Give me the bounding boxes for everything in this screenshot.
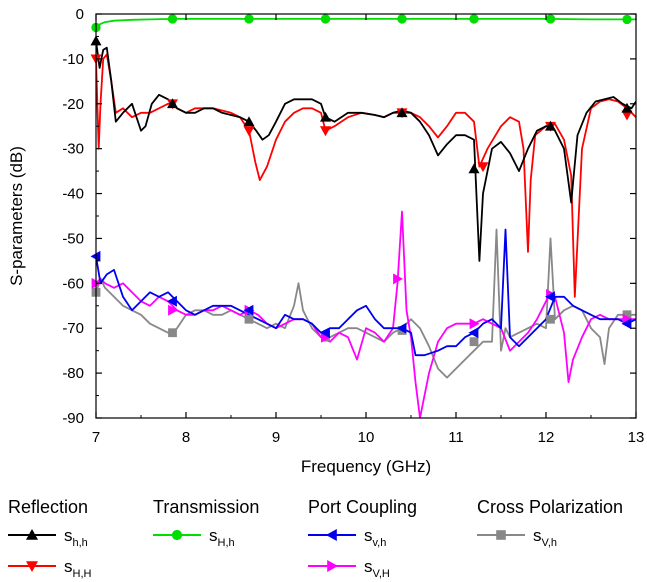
data-point-s-hh bbox=[167, 14, 178, 24]
x-axis-title: Frequency (GHz) bbox=[301, 457, 431, 476]
legend-label: sh,h bbox=[64, 526, 88, 549]
x-tick-label: 7 bbox=[92, 429, 100, 446]
y-tick-label: -60 bbox=[62, 275, 84, 292]
y-tick-label: -30 bbox=[62, 141, 84, 158]
y-tick-label: -70 bbox=[62, 320, 84, 337]
data-point-s-vh bbox=[167, 295, 177, 307]
data-point-s-hh bbox=[545, 120, 556, 131]
data-point-s-vh bbox=[468, 327, 479, 339]
legend-label: sv,h bbox=[364, 526, 386, 549]
data-point-s-hh bbox=[320, 111, 331, 122]
x-tick-label: 13 bbox=[628, 429, 645, 446]
data-point-s-vh bbox=[320, 327, 330, 339]
legend-group-port-coupling-title: Port Coupling bbox=[308, 497, 417, 517]
data-point-s-hh bbox=[622, 14, 632, 25]
data-point-s-hh bbox=[477, 162, 489, 173]
series-line-s-vh bbox=[96, 228, 636, 357]
legend-label: sH,h bbox=[209, 526, 235, 549]
data-point-s-vh bbox=[243, 304, 254, 316]
data-point-s-vh bbox=[396, 322, 407, 334]
y-tick-label: 0 bbox=[76, 6, 84, 23]
data-point-s-hh bbox=[167, 98, 178, 109]
y-tick-label: -10 bbox=[62, 51, 84, 68]
data-point-s-vh bbox=[244, 314, 254, 324]
series-line-s-hh bbox=[96, 40, 636, 262]
legend-entry-s-hh: sH,h bbox=[153, 526, 235, 549]
data-point-s-hh bbox=[243, 126, 255, 137]
data-point-s-hh bbox=[469, 14, 479, 24]
series-line-s-vh bbox=[96, 228, 636, 379]
data-point-s-vh bbox=[168, 328, 177, 338]
y-tick-label: -50 bbox=[62, 230, 84, 247]
y-tick-label: -90 bbox=[62, 410, 84, 427]
x-tick-label: 9 bbox=[272, 429, 280, 446]
data-point-s-hh bbox=[621, 110, 633, 121]
legend-entry-s-hh: sH,H bbox=[8, 557, 92, 580]
legend-group-cross-polarization-title: Cross Polarization bbox=[477, 497, 623, 517]
data-point-s-hh bbox=[397, 14, 407, 24]
legend-entry-s-vh: sV,H bbox=[308, 557, 390, 580]
x-tick-label: 12 bbox=[538, 429, 555, 446]
data-point-s-vh bbox=[469, 318, 480, 330]
x-tick-label: 11 bbox=[448, 429, 464, 446]
data-point-s-hh bbox=[396, 107, 408, 118]
legend-label: sV,H bbox=[364, 557, 390, 580]
data-point-s-vh bbox=[621, 318, 632, 330]
y-axis-title: S-parameters (dB) bbox=[7, 146, 26, 286]
legend-marker bbox=[26, 529, 38, 540]
data-point-s-vh bbox=[393, 273, 403, 285]
data-point-s-hh bbox=[545, 14, 556, 24]
legend-marker bbox=[496, 530, 506, 540]
data-point-s-vh bbox=[545, 291, 555, 303]
data-point-s-hh bbox=[468, 163, 480, 174]
data-point-s-vh bbox=[546, 314, 555, 324]
legend-group-reflection-title: Reflection bbox=[8, 497, 88, 517]
legend-label: sV,h bbox=[533, 526, 557, 549]
legend-marker bbox=[171, 529, 183, 541]
legend: Reflection Transmission Port Coupling Cr… bbox=[8, 497, 623, 580]
data-point-s-vh bbox=[469, 337, 479, 347]
data-point-s-hh bbox=[320, 14, 331, 24]
data-point-s-hh bbox=[621, 102, 633, 113]
data-point-s-vh bbox=[622, 310, 632, 320]
legend-entry-s-hh: sh,h bbox=[8, 526, 88, 549]
y-tick-label: -80 bbox=[62, 365, 84, 382]
legend-marker bbox=[26, 561, 38, 572]
data-point-s-hh bbox=[244, 14, 254, 24]
data-point-s-vh bbox=[168, 304, 178, 316]
legend-group-transmission-title: Transmission bbox=[153, 497, 259, 517]
plot-frame bbox=[95, 13, 637, 419]
series-line-s-hh bbox=[96, 53, 636, 298]
legend-label: sH,H bbox=[64, 557, 92, 580]
legend-marker bbox=[327, 560, 338, 572]
legend-marker bbox=[326, 529, 337, 541]
legend-entry-s-vh: sV,h bbox=[477, 526, 557, 549]
y-tick-label: -40 bbox=[62, 186, 84, 203]
data-point-s-hh bbox=[243, 116, 255, 127]
x-tick-label: 8 bbox=[182, 429, 190, 446]
data-point-s-hh bbox=[320, 126, 331, 137]
y-tick-label: -20 bbox=[62, 96, 84, 113]
legend-entry-s-vh: sv,h bbox=[308, 526, 386, 549]
x-tick-label: 10 bbox=[358, 429, 375, 446]
